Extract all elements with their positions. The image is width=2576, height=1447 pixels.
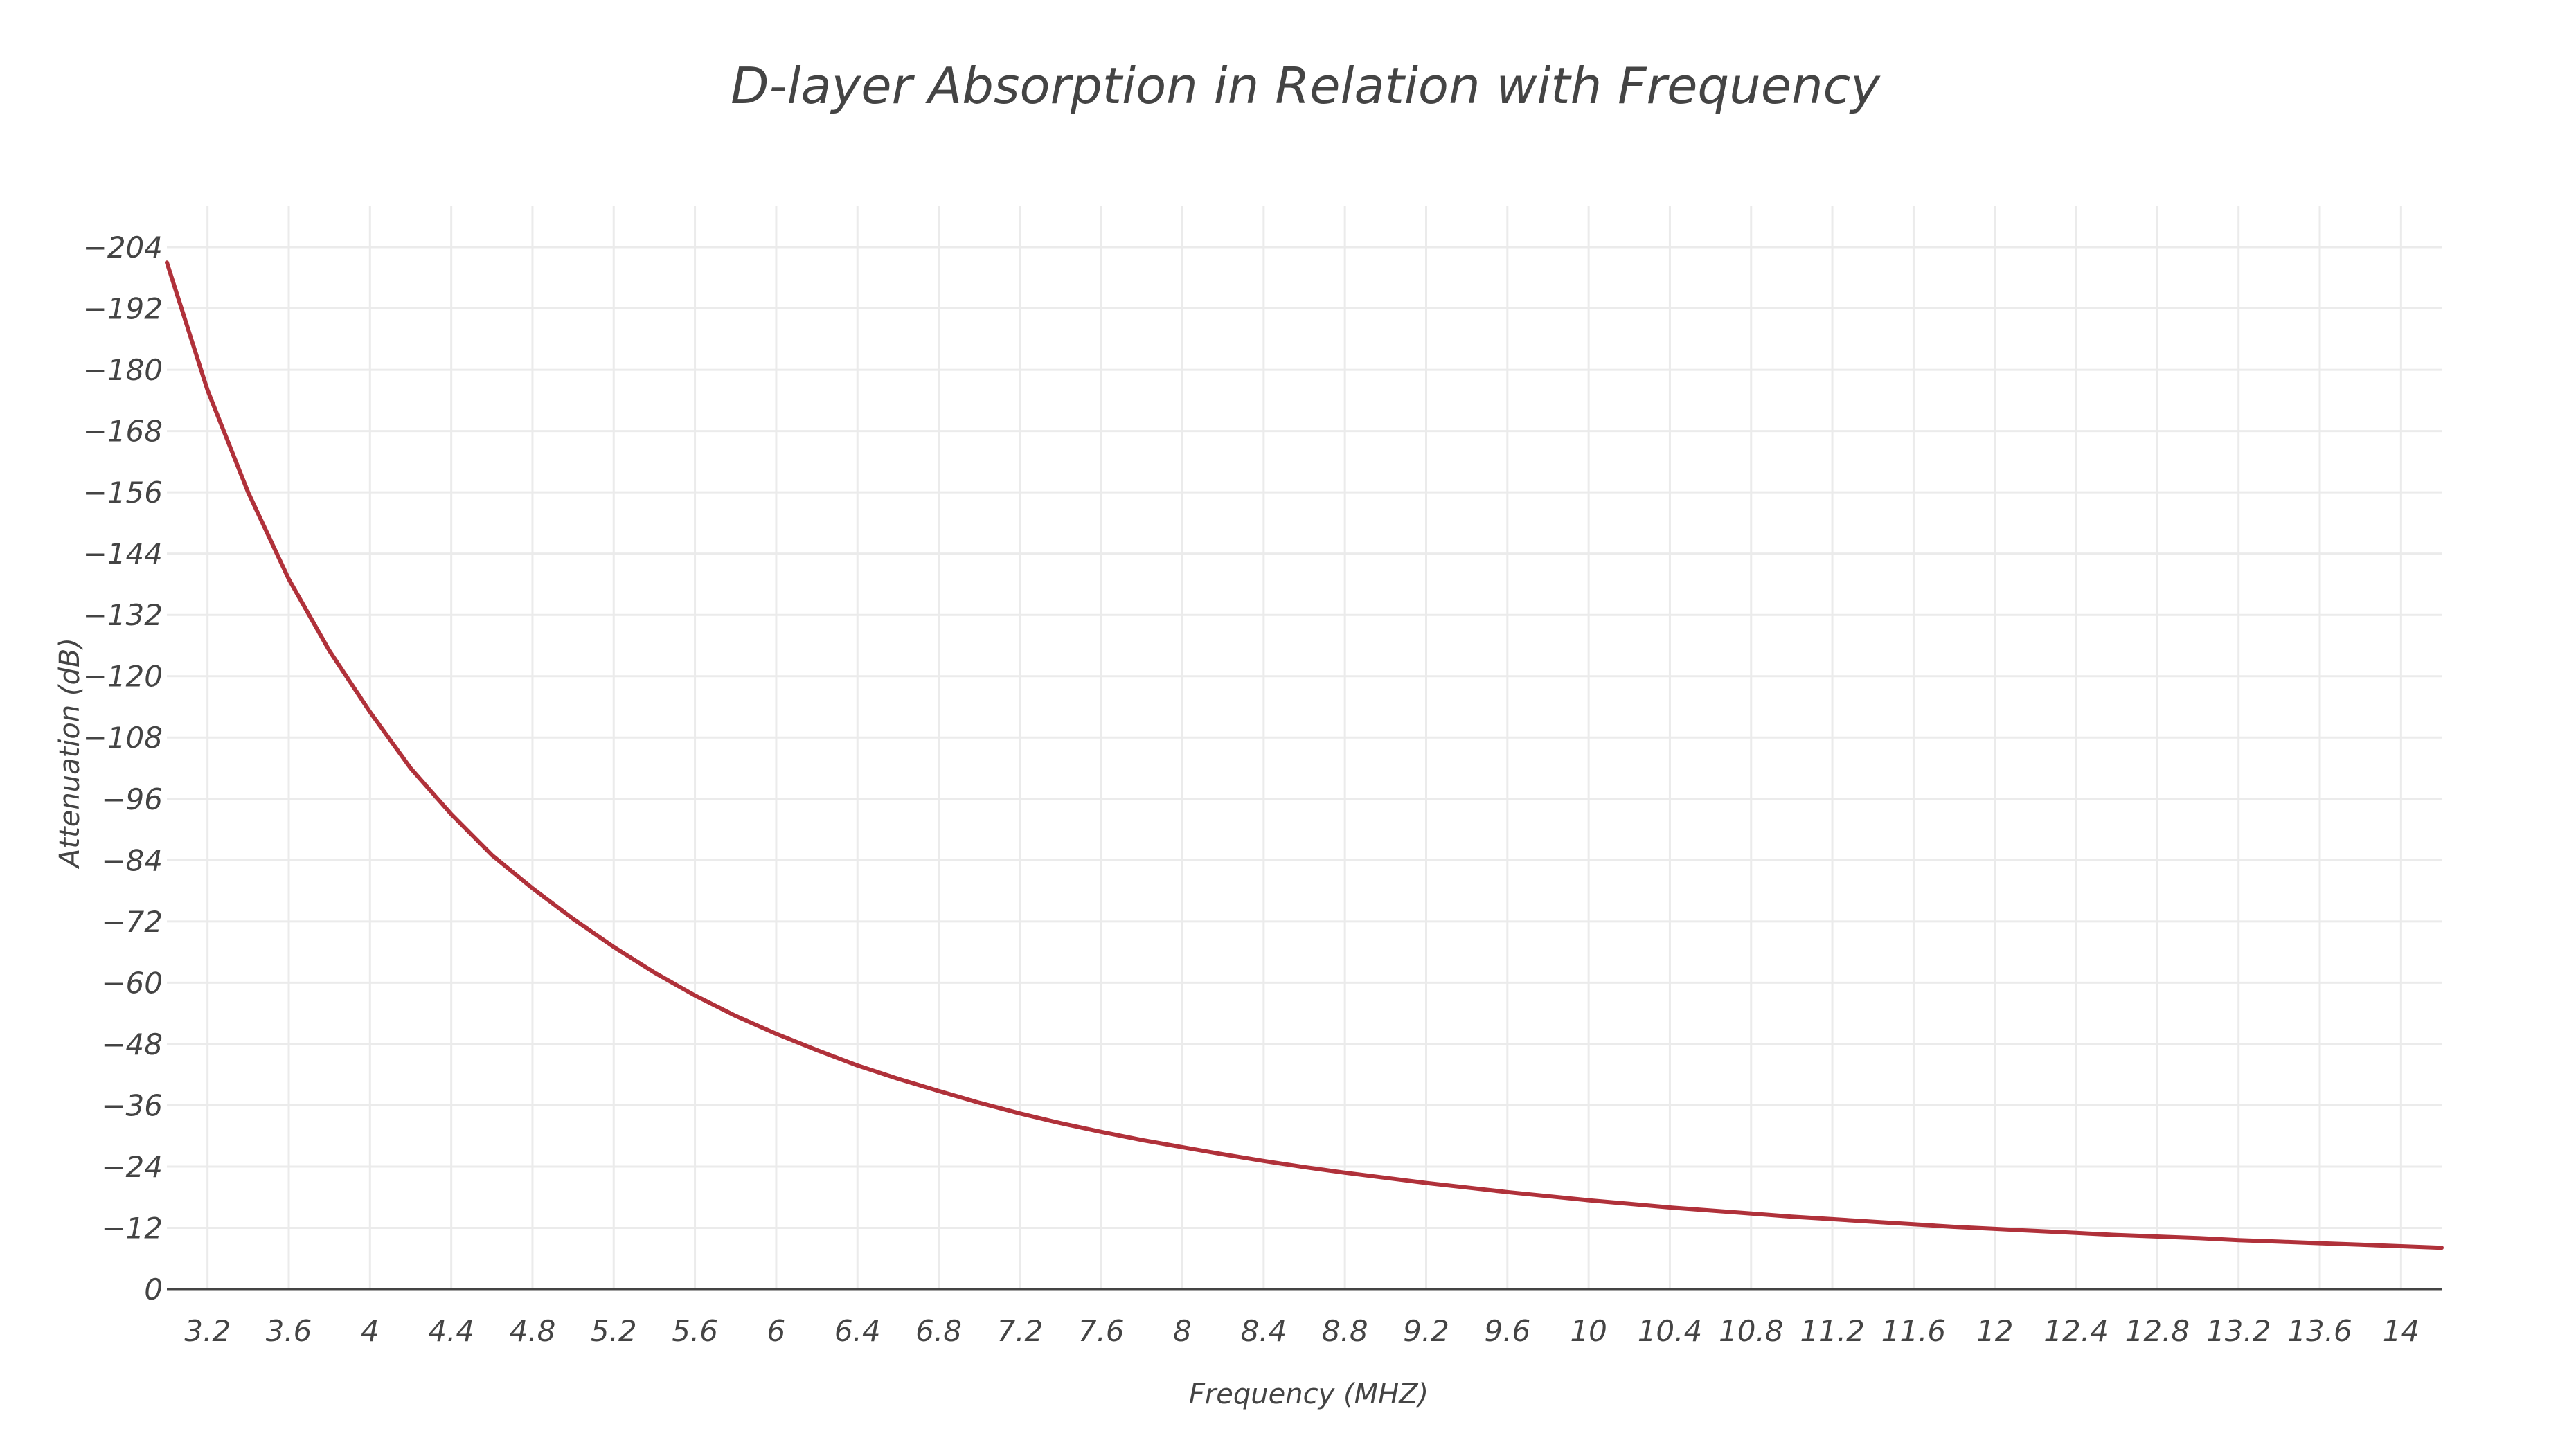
x-axis-title: Frequency (MHZ) <box>1189 1378 1429 1410</box>
y-tick-label: −24 <box>101 1150 163 1184</box>
x-tick-label: 8.4 <box>1240 1314 1287 1348</box>
series-layer <box>165 260 2444 1250</box>
x-tick-label: 12.8 <box>2125 1314 2190 1348</box>
y-tick-label: −108 <box>83 721 163 755</box>
grid-layer <box>167 206 2442 1291</box>
x-tick-label: 5.6 <box>672 1314 718 1348</box>
y-tick-label: −192 <box>83 292 163 326</box>
y-tick-label: −12 <box>101 1211 163 1245</box>
y-tick-label: 0 <box>144 1273 163 1306</box>
x-tick-label: 7.6 <box>1078 1314 1125 1348</box>
x-tick-label: 8 <box>1173 1314 1192 1348</box>
y-tick-label: −72 <box>101 905 163 939</box>
y-tick-label: −144 <box>83 537 163 571</box>
x-tick-label: 12 <box>1976 1314 2013 1348</box>
x-tick-label: 9.6 <box>1484 1314 1530 1348</box>
y-tick-label: −204 <box>83 231 163 264</box>
x-tick-label: 6.4 <box>834 1314 881 1348</box>
x-tick-label: 6 <box>767 1314 786 1348</box>
x-tick-label: 9.2 <box>1403 1314 1449 1348</box>
x-tick-label: 12.4 <box>2043 1314 2109 1348</box>
y-tick-label: −96 <box>101 782 163 816</box>
x-tick-label: 6.8 <box>915 1314 962 1348</box>
y-tick-label: −84 <box>101 843 163 877</box>
y-tick-label: −156 <box>83 476 163 510</box>
y-axis-title: Attenuation (dB) <box>54 638 86 870</box>
series-line <box>165 260 2444 1250</box>
y-axis-ticks: 0 −12 −24 −36 −48 −60 −72 −84 −96 −108 −120 −132 −14… <box>83 231 163 1306</box>
x-tick-label: 3.6 <box>266 1314 312 1348</box>
y-tick-label: −60 <box>101 966 163 1000</box>
x-tick-label: 11.2 <box>1800 1314 1865 1348</box>
x-tick-label: 13.6 <box>2287 1314 2352 1348</box>
x-tick-label: 11.6 <box>1881 1314 1947 1348</box>
x-tick-label: 10 <box>1570 1314 1607 1348</box>
chart-title: D-layer Absorption in Relation with Freq… <box>731 57 1881 115</box>
x-tick-label: 10.8 <box>1719 1314 1784 1348</box>
y-tick-label: −132 <box>83 598 163 632</box>
x-tick-label: 8.8 <box>1322 1314 1368 1348</box>
x-tick-label: 10.4 <box>1638 1314 1703 1348</box>
x-tick-label: 13.2 <box>2206 1314 2271 1348</box>
y-tick-label: −120 <box>83 660 163 694</box>
y-tick-label: −180 <box>83 353 163 387</box>
x-tick-label: 5.2 <box>591 1314 637 1348</box>
y-tick-label: −48 <box>101 1027 163 1061</box>
y-tick-label: −168 <box>83 415 163 449</box>
x-tick-label: 14 <box>2383 1314 2420 1348</box>
x-tick-label: 3.2 <box>184 1314 231 1348</box>
x-tick-label: 4.8 <box>510 1314 556 1348</box>
x-tick-label: 4.4 <box>428 1314 474 1348</box>
x-axis-ticks: 3.2 3.6 4 4.4 4.8 5.2 5.6 6 6.4 6.8 7.2 7.6 8 8.4 8.8 9… <box>184 1314 2420 1348</box>
y-tick-label: −36 <box>101 1088 163 1122</box>
x-tick-label: 4 <box>361 1314 379 1348</box>
x-tick-label: 7.2 <box>996 1314 1043 1348</box>
